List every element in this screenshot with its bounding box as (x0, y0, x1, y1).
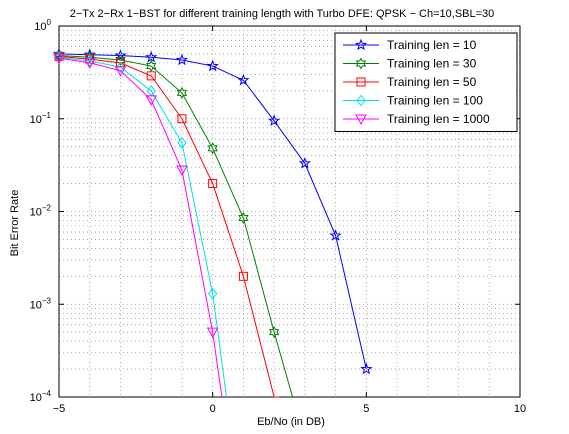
square-marker (208, 179, 218, 189)
series-2 (53, 49, 294, 398)
y-tick-label: 10−2 (30, 204, 52, 219)
legend-label: Training len = 30 (387, 57, 477, 71)
x-tick-label: 5 (363, 403, 369, 415)
star-marker (114, 49, 127, 61)
triangle-down-marker (176, 165, 188, 177)
series-5 (53, 53, 223, 398)
diamond-marker (115, 61, 126, 73)
diamond-marker (177, 137, 187, 149)
legend-item: Training len = 50 (343, 75, 477, 89)
star-marker (237, 73, 250, 86)
legend-item: Training len = 100 (343, 94, 483, 108)
x-tick-label: 0 (210, 403, 216, 415)
x-tick-label: 10 (514, 403, 526, 415)
diamond-marker (356, 94, 366, 107)
triangle-down-marker (145, 95, 158, 106)
hexagram-marker (207, 142, 218, 155)
series-4 (54, 51, 227, 398)
chart-title: 2−Tx 2−Rx 1−BST for different training l… (70, 8, 495, 20)
hexagram-marker (115, 54, 126, 66)
y-tick-label: 10−3 (30, 296, 52, 311)
triangle-down-marker (53, 53, 65, 65)
series-1 (52, 47, 373, 375)
legend-item: Training len = 30 (343, 57, 477, 71)
square-marker (146, 71, 156, 81)
y-tick-label: 10−1 (30, 111, 52, 126)
series-line (58, 55, 279, 398)
star-marker (329, 229, 342, 241)
x-tick-label: −5 (53, 403, 66, 415)
hexagram-marker (355, 57, 367, 70)
x-axis-title: Eb/No (in DB) (257, 416, 325, 428)
triangle-down-marker (83, 58, 96, 69)
legend-label: Training len = 50 (387, 75, 477, 89)
plot-area (58, 25, 521, 398)
hexagram-marker (146, 60, 157, 73)
triangle-down-marker (114, 66, 127, 77)
hexagram-marker (238, 212, 249, 225)
star-marker (298, 156, 311, 169)
series-line (58, 56, 227, 398)
star-marker (175, 53, 189, 66)
series-line (58, 57, 223, 398)
legend-label: Training len = 100 (387, 94, 483, 108)
triangle-down-marker (355, 114, 367, 126)
diamond-marker (208, 287, 218, 300)
star-marker (206, 59, 219, 72)
series-line (58, 53, 367, 370)
triangle-down-marker (206, 327, 219, 339)
square-marker (238, 271, 248, 281)
legend-label: Training len = 1000 (387, 112, 490, 126)
star-marker (354, 38, 368, 51)
series-group (52, 47, 373, 398)
square-marker (177, 114, 187, 124)
star-marker (268, 114, 281, 127)
axis-ticks: −5 0 5 10 100 10−1 10−2 10−3 10−4 (30, 18, 527, 415)
hexagram-marker (176, 86, 188, 99)
star-marker (145, 50, 158, 63)
series-line (58, 55, 294, 398)
square-marker (356, 77, 366, 87)
legend: Training len = 10 Training len = 30 Traini… (334, 32, 518, 132)
hexagram-marker (268, 326, 280, 339)
y-tick-label: 100 (34, 18, 51, 33)
legend-item: Training len = 1000 (343, 112, 490, 126)
legend-item: Training len = 10 (343, 38, 477, 52)
star-marker (360, 362, 373, 375)
legend-label: Training len = 10 (387, 38, 477, 52)
y-axis-title: Bit Error Rate (9, 190, 21, 257)
y-tick-label: 10−4 (30, 389, 52, 404)
